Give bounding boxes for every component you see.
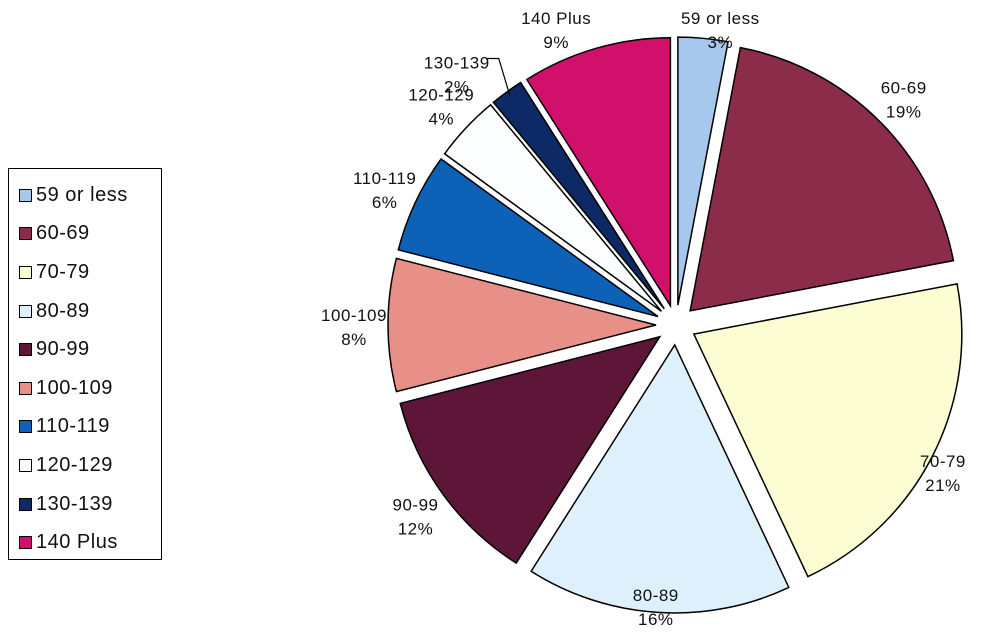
legend-label: 100-109 xyxy=(36,376,113,399)
legend-swatch xyxy=(19,497,32,511)
legend-label: 90-99 xyxy=(36,338,90,361)
slice-label: 140 Plus 9% xyxy=(521,9,591,52)
legend-label: 80-89 xyxy=(36,299,90,322)
pie-slice-90-99 xyxy=(399,335,662,565)
slice-label: 110-119 6% xyxy=(353,169,416,212)
legend-swatch xyxy=(19,343,32,357)
legend-swatch xyxy=(19,420,32,434)
pie-slice-100-109 xyxy=(387,257,657,393)
legend-swatch xyxy=(19,458,32,472)
legend-item-70-79: 70-79 xyxy=(19,253,161,292)
slice-label: 100-109 8% xyxy=(321,306,387,349)
leader-line xyxy=(486,57,511,98)
legend-label: 59 or less xyxy=(36,183,128,206)
legend-item-80-89: 80-89 xyxy=(19,292,161,331)
legend-item-110-119: 110-119 xyxy=(19,408,161,447)
legend-item-60-69: 60-69 xyxy=(19,215,161,254)
pie-slice-60-69 xyxy=(689,46,955,312)
slice-label: 120-129 4% xyxy=(408,86,474,129)
pie-slice-59-or-less xyxy=(677,36,729,306)
legend-label: 110-119 xyxy=(36,415,110,438)
legend: 59 or less 60-69 70-79 80-89 90-99 100-1… xyxy=(8,168,162,560)
pie-slice-80-89 xyxy=(530,343,790,614)
legend-item-59-or-less: 59 or less xyxy=(19,176,161,215)
legend-swatch xyxy=(19,188,32,202)
legend-item-100-109: 100-109 xyxy=(19,369,161,408)
slice-label: 70-79 21% xyxy=(920,452,966,495)
slice-label: 130-139 2% xyxy=(424,53,490,96)
legend-label: 70-79 xyxy=(36,260,90,283)
pie-slice-120-129 xyxy=(443,103,662,312)
legend-swatch xyxy=(19,227,32,241)
slice-label: 59 or less 3% xyxy=(681,9,760,52)
legend-label: 140 Plus xyxy=(36,531,118,554)
legend-item-90-99: 90-99 xyxy=(19,330,161,369)
legend-label: 120-129 xyxy=(36,453,113,476)
legend-swatch xyxy=(19,265,32,279)
slice-label: 80-89 16% xyxy=(633,586,679,629)
legend-swatch xyxy=(19,381,32,395)
pie-slice-140-plus xyxy=(525,37,672,309)
pie-slice-70-79 xyxy=(692,282,963,578)
legend-item-120-129: 120-129 xyxy=(19,446,161,485)
legend-label: 130-139 xyxy=(36,492,113,515)
slice-label: 60-69 19% xyxy=(881,78,927,121)
legend-label: 60-69 xyxy=(36,222,90,245)
pie-slice-110-119 xyxy=(397,157,659,318)
legend-swatch xyxy=(19,536,32,550)
legend-swatch xyxy=(19,304,32,318)
pie-slice-130-139 xyxy=(492,81,665,310)
legend-item-140-plus: 140 Plus xyxy=(19,523,161,562)
slice-label: 90-99 12% xyxy=(393,495,439,538)
legend-item-130-139: 130-139 xyxy=(19,485,161,524)
